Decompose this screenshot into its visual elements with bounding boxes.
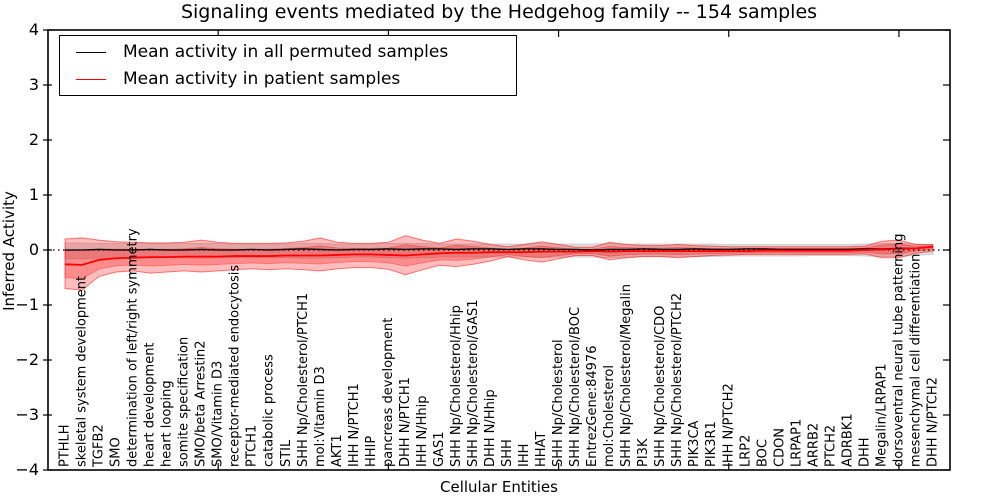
x-category-label: somite specification <box>177 337 192 467</box>
y-tick-label: −4 <box>15 460 39 479</box>
x-category-label: SMO/beta Arrestin2 <box>194 340 209 467</box>
chart-title: Signaling events mediated by the Hedgeho… <box>180 1 818 23</box>
x-category-label: dorsoventral neural tube patterning <box>891 234 906 467</box>
x-category-label: IHH N/PTCH2 <box>721 383 736 467</box>
x-category-label: DHH N/PTCH1 <box>398 377 413 467</box>
x-category-label: heart looping <box>160 380 175 467</box>
y-tick-label: −1 <box>15 295 39 314</box>
x-category-label: IHH N/Hhip <box>415 396 430 468</box>
x-category-label: SHH Np/Cholesterol/PTCH2 <box>670 293 685 467</box>
x-category-label: ADRBK1 <box>840 413 855 467</box>
x-category-label: DHH <box>857 437 872 467</box>
legend-line-patient <box>76 78 106 80</box>
x-category-label: STIL <box>279 439 294 467</box>
x-category-label: SHH Np/Cholesterol/GAS1 <box>466 299 481 467</box>
x-category-label: catabolic process <box>262 354 277 467</box>
x-category-label: SHH Np/Cholesterol <box>551 339 566 467</box>
legend-item-patient: Mean activity in patient samples <box>60 66 516 92</box>
x-category-label: mol:Vitamin D3 <box>313 366 328 467</box>
x-category-label: SMO/Vitamin D3 <box>211 361 226 467</box>
x-category-label: Megalin/LRPAP1 <box>874 363 889 467</box>
x-category-label: AKT1 <box>330 434 345 467</box>
legend-line-permuted <box>76 51 106 53</box>
x-category-label: mesenchymal cell differentiation <box>908 254 923 467</box>
x-category-label: PIK3CA <box>687 420 702 467</box>
x-category-label: PTHLH <box>58 424 73 467</box>
x-category-label: PTCH2 <box>823 425 838 467</box>
x-category-label: EntrezGene:84976 <box>585 346 600 467</box>
y-tick-label: −2 <box>15 350 39 369</box>
x-category-label: DHH N/PTCH2 <box>925 377 940 467</box>
x-category-label: PI3K <box>636 438 651 467</box>
x-category-label: determination of left/right symmetry <box>126 228 141 467</box>
legend-label-patient: Mean activity in patient samples <box>123 69 401 89</box>
x-category-label: PIK3R1 <box>704 421 719 467</box>
x-category-label: SHH Np/Cholesterol/CDO <box>653 306 668 467</box>
x-category-label: SHH Np/Cholesterol/Hhip <box>449 305 464 467</box>
y-tick-label: −3 <box>15 405 39 424</box>
x-category-label: DHH N/Hhip <box>483 389 498 467</box>
x-axis-title: Cellular Entities <box>440 478 558 496</box>
x-category-label: ARRB2 <box>806 423 821 467</box>
y-tick-label: 0 <box>29 240 39 259</box>
x-category-label: IHH <box>517 444 532 467</box>
x-category-label: TGFB2 <box>92 424 107 468</box>
x-category-label: heart development <box>143 342 158 467</box>
y-tick-label: 3 <box>29 75 39 94</box>
x-category-label: GAS1 <box>432 432 447 468</box>
y-tick-label: 1 <box>29 185 39 204</box>
x-category-label: CDON <box>772 428 787 467</box>
y-tick-label: 2 <box>29 130 39 149</box>
x-category-label: LRPAP1 <box>789 419 804 467</box>
x-category-label: receptor-mediated endocytosis <box>228 265 243 467</box>
x-category-label: IHH N/PTCH1 <box>347 383 362 467</box>
x-category-label: SHH Np/Cholesterol/Megalin <box>619 284 634 467</box>
permuted-mean-line <box>65 246 934 251</box>
legend-label-permuted: Mean activity in all permuted samples <box>123 42 449 62</box>
x-category-label: BOC <box>755 439 770 467</box>
legend-item-permuted: Mean activity in all permuted samples <box>60 39 516 65</box>
x-category-label: SHH Np/Cholesterol/PTCH1 <box>296 293 311 467</box>
x-category-label: skeletal system development <box>75 276 90 467</box>
legend: Mean activity in all permuted samples Me… <box>59 35 517 96</box>
y-tick-label: 4 <box>29 20 39 39</box>
x-category-label: SMO <box>109 437 124 467</box>
patient-std-band-inner <box>64 243 934 280</box>
x-category-label: HHIP <box>364 436 379 467</box>
x-category-label: LRP2 <box>738 435 753 467</box>
x-category-label: HHAT <box>534 432 549 467</box>
x-category-label: PTCH1 <box>245 425 260 467</box>
patient-mean-line <box>64 245 934 266</box>
x-category-label: mol:Cholesterol <box>602 365 617 467</box>
x-category-label: SHH <box>500 439 515 467</box>
x-category-label: pancreas development <box>381 318 396 467</box>
y-axis-title: Inferred Activity <box>0 191 18 311</box>
x-category-label: SHH Np/Cholesterol/BOC <box>568 307 583 467</box>
